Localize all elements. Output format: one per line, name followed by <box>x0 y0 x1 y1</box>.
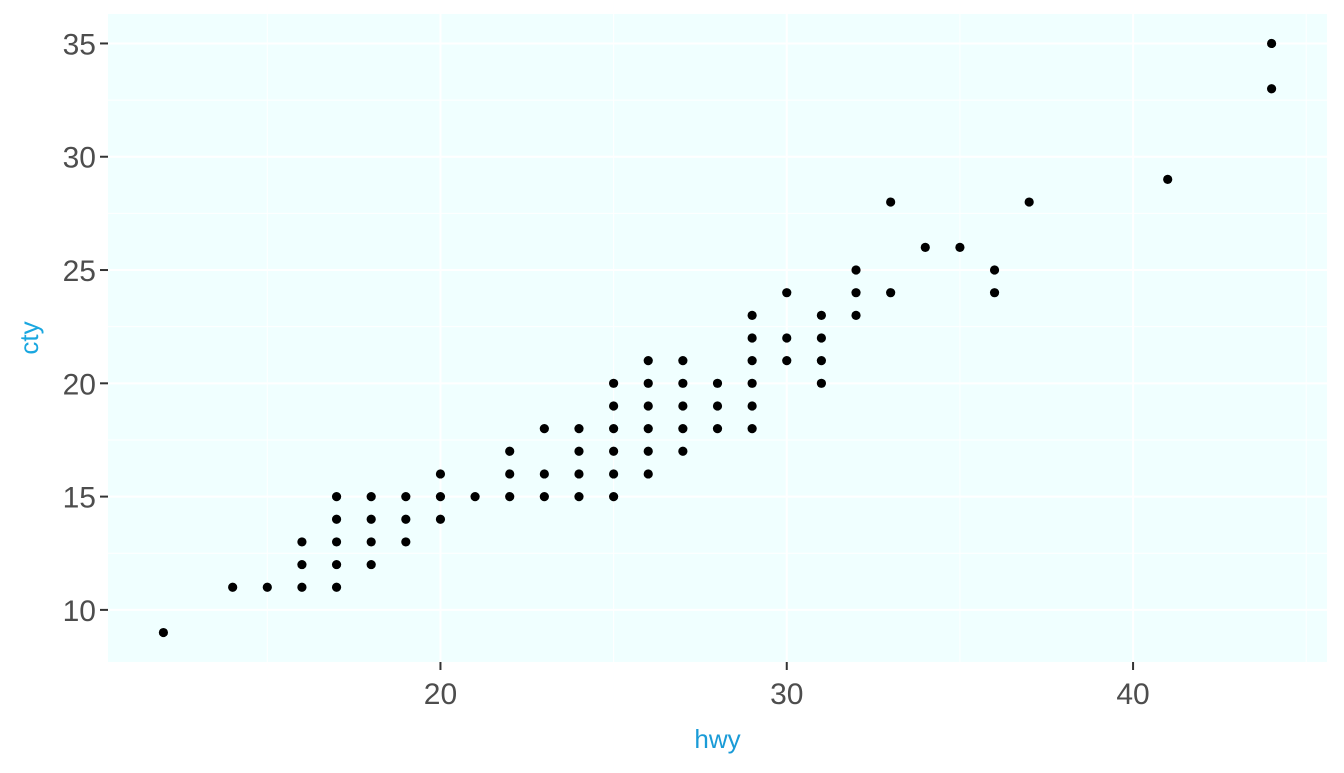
y-tick-label: 15 <box>63 482 96 515</box>
y-axis-title: cty <box>14 321 44 354</box>
data-point <box>816 333 826 343</box>
major-gridlines <box>108 14 1327 662</box>
data-point <box>574 424 584 434</box>
data-point <box>851 310 861 320</box>
data-point <box>989 265 1000 275</box>
data-point <box>539 469 549 479</box>
data-point <box>505 492 515 502</box>
data-point <box>643 469 653 479</box>
y-tick-label: 10 <box>63 595 96 628</box>
data-point <box>574 469 584 479</box>
data-point <box>643 378 653 388</box>
data-point <box>712 424 723 434</box>
data-point <box>609 424 619 434</box>
data-point <box>401 514 411 524</box>
data-point <box>158 627 169 638</box>
data-point <box>955 242 965 252</box>
data-point <box>505 469 515 479</box>
data-point <box>331 492 342 502</box>
data-point <box>609 378 619 388</box>
data-points <box>158 38 1277 638</box>
data-point <box>366 537 376 547</box>
data-point <box>782 288 792 298</box>
data-point <box>228 582 238 592</box>
data-point <box>470 492 480 502</box>
data-point <box>1266 38 1277 49</box>
data-point <box>366 559 376 570</box>
data-point <box>262 582 272 592</box>
data-point <box>643 401 653 411</box>
data-point <box>505 446 515 456</box>
data-point <box>712 401 723 411</box>
x-tick-label: 40 <box>1116 678 1149 711</box>
y-tick-label: 30 <box>63 142 96 175</box>
y-tick-label: 35 <box>63 28 96 61</box>
data-point <box>816 356 826 366</box>
data-point <box>989 288 1000 298</box>
data-point <box>297 559 307 570</box>
data-point <box>920 242 930 252</box>
data-point <box>331 559 342 570</box>
y-tick-label: 20 <box>63 368 96 401</box>
data-point <box>574 446 584 456</box>
data-point <box>331 537 342 547</box>
data-point <box>678 356 688 366</box>
data-point <box>678 378 688 388</box>
plot-panel <box>108 14 1327 662</box>
data-point <box>331 514 342 524</box>
minor-gridlines <box>108 14 1327 662</box>
data-point <box>1163 174 1173 184</box>
data-point <box>539 492 549 502</box>
data-point <box>609 469 619 479</box>
data-point <box>331 582 342 592</box>
data-point <box>886 288 896 298</box>
data-point <box>851 265 861 275</box>
data-point <box>401 537 411 547</box>
data-point <box>747 424 757 434</box>
data-point <box>643 424 653 434</box>
data-point <box>747 356 757 366</box>
x-tick-label: 30 <box>770 678 803 711</box>
data-point <box>1266 84 1277 94</box>
data-point <box>609 401 619 411</box>
data-point <box>851 288 861 298</box>
data-point <box>678 446 688 456</box>
data-point <box>712 378 723 388</box>
y-axis-ticks: 10 15 20 25 30 35 <box>63 28 108 628</box>
data-point <box>297 537 307 547</box>
data-point <box>678 424 688 434</box>
data-point <box>609 492 619 502</box>
data-point <box>782 333 792 343</box>
data-point <box>747 378 757 388</box>
data-point <box>539 424 549 434</box>
data-point <box>782 356 792 366</box>
data-point <box>747 333 757 343</box>
data-point <box>574 492 584 502</box>
x-axis-ticks: 20 30 40 <box>424 662 1150 711</box>
data-point <box>366 514 376 524</box>
data-point <box>643 356 653 366</box>
data-point <box>747 310 757 320</box>
data-point <box>678 401 688 411</box>
data-point <box>435 469 446 479</box>
x-axis-title: hwy <box>694 724 740 754</box>
data-point <box>297 582 307 592</box>
data-point <box>435 514 446 524</box>
data-point <box>747 401 757 411</box>
data-point <box>816 378 826 388</box>
x-tick-label: 20 <box>424 678 457 711</box>
data-point <box>366 492 376 502</box>
data-point <box>816 310 826 320</box>
y-tick-label: 25 <box>63 255 96 288</box>
data-point <box>401 492 411 502</box>
data-point <box>886 197 896 207</box>
data-point <box>435 492 446 502</box>
data-point <box>609 446 619 456</box>
data-point <box>1024 197 1034 207</box>
data-point <box>643 446 653 456</box>
